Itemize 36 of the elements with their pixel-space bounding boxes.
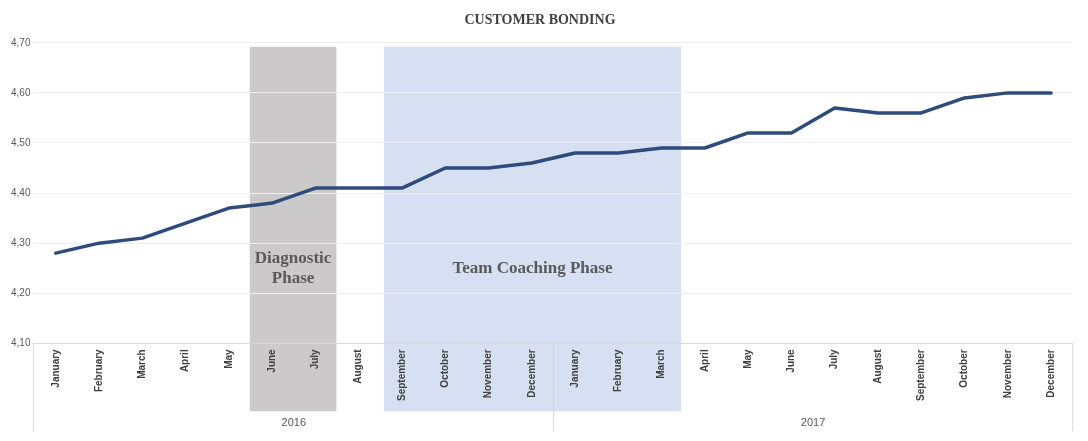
x-tick-label: February [612,348,624,393]
x-tick-label: July [828,348,840,370]
y-tick-label: 4,50 [10,136,31,148]
x-tick-label: April [698,349,710,373]
y-tick-label: 4,70 [10,36,31,48]
x-tick-label: September [914,349,926,401]
y-tick-label: 4,30 [10,236,31,248]
x-tick-label: September [395,349,407,401]
x-tick-label: November [1001,349,1013,399]
x-tick-label: October [958,349,970,388]
x-tick-label: August [871,348,883,384]
x-tick-label: June [265,348,277,373]
text: 2017 [800,416,826,429]
x-tick-label: March [136,349,148,379]
y-tick-label: 4,10 [10,337,31,349]
x-tick-label: October [439,349,450,388]
x-tick-label: May [222,348,234,369]
y-tick-label: 4,60 [10,86,31,98]
x-tick-label: March [655,349,667,379]
x-tick-label: July [309,348,321,370]
x-tick-label: February [92,348,104,393]
x-tick-label: January [49,348,61,388]
y-tick-label: 4,20 [10,286,31,298]
text: 2016 [281,416,307,429]
x-tick-label: January [568,348,580,388]
x-tick-label: November [482,349,494,399]
x-tick-label: December [525,349,537,398]
x-tick-label: June [785,348,797,373]
x-tick-label: May [741,348,753,369]
band-label: Team Coaching Phase [452,257,613,277]
y-tick-label: 4,40 [10,186,31,198]
x-tick-label: April [179,349,191,373]
band-label: Diagnostic Phase [254,247,332,287]
x-tick-label: August [352,348,364,384]
x-tick-label: December [1044,349,1056,398]
chart-title: CUSTOMER BONDING [464,12,616,28]
